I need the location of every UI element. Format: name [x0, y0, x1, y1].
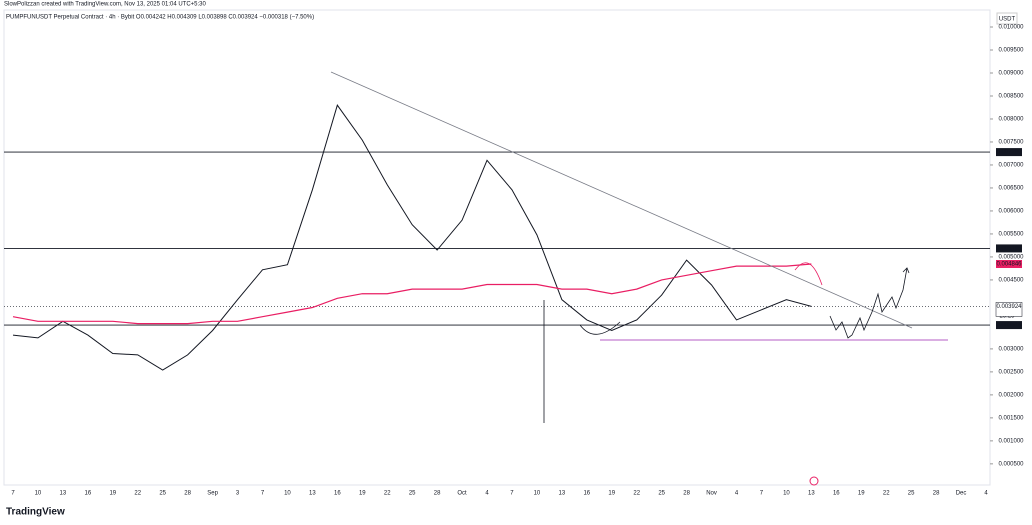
y-tick-label: 0.005000 — [998, 255, 1024, 261]
y-tick-label: 0.006500 — [998, 186, 1024, 192]
x-tick-label: 25 — [658, 491, 665, 497]
x-tick-label: 7 — [11, 491, 15, 497]
x-tick-label: 25 — [908, 491, 915, 497]
x-tick-label: 22 — [883, 491, 890, 497]
x-tick-label: 4 — [984, 491, 988, 497]
y-tick-label: 0.007500 — [998, 140, 1024, 146]
x-tick-label: 19 — [109, 491, 116, 497]
x-tick-label: 10 — [783, 491, 790, 497]
y-tick-label: 0.010000 — [998, 25, 1024, 31]
y-tick-label: 0.004500 — [998, 277, 1024, 283]
level-label: 0.005185 — [996, 246, 1022, 252]
x-tick-label: 19 — [359, 491, 366, 497]
level-tag — [996, 321, 1022, 330]
event-icon — [809, 476, 819, 486]
trendline — [330, 71, 913, 329]
logo: TradingView — [6, 507, 65, 518]
y-tick-label: 0.009000 — [998, 71, 1024, 77]
arc-drawing — [579, 321, 621, 335]
level-tag — [996, 244, 1022, 253]
x-tick-label: Sep — [207, 491, 218, 497]
x-tick-label: 13 — [60, 491, 67, 497]
x-tick-label: 16 — [583, 491, 590, 497]
x-tick-label: 28 — [434, 491, 441, 497]
y-tick-label: 0.008000 — [998, 117, 1024, 123]
y-tick-label: 0.001000 — [998, 438, 1024, 444]
projection-drawing — [829, 267, 908, 339]
x-tick-label: 4 — [735, 491, 739, 497]
level-label: 0.003518 — [996, 323, 1022, 329]
x-tick-label: 22 — [633, 491, 640, 497]
credit: SlowPolizzan created with TradingView.co… — [4, 2, 206, 8]
level-tag — [996, 148, 1022, 157]
plot-frame — [3, 9, 991, 486]
x-tick-label: 28 — [184, 491, 191, 497]
price-label: 0.004846 — [996, 262, 1022, 268]
series-line — [12, 104, 812, 371]
x-tick-label: 10 — [284, 491, 291, 497]
y-tick-label: 0.000500 — [998, 461, 1024, 467]
y-tick-label: 0.007000 — [998, 163, 1024, 169]
x-tick-label: 22 — [384, 491, 391, 497]
y-tick-label: 0.008500 — [998, 94, 1024, 100]
x-tick-label: 16 — [334, 491, 341, 497]
x-tick-label: 13 — [309, 491, 316, 497]
currency-box — [996, 12, 1018, 25]
arc-drawing — [794, 262, 823, 286]
price-tag — [995, 302, 1023, 317]
currency: USDT — [999, 17, 1016, 23]
price-label: 0.003924 — [996, 304, 1022, 310]
y-tick-label: 0.009500 — [998, 48, 1024, 54]
arrow-head — [902, 267, 910, 274]
x-tick-label: 7 — [510, 491, 514, 497]
y-tick-label: 0.003000 — [998, 346, 1024, 352]
x-tick-label: 3 — [236, 491, 240, 497]
x-tick-label: 19 — [858, 491, 865, 497]
x-tick-label: 28 — [933, 491, 940, 497]
x-tick-label: Oct — [457, 491, 467, 497]
x-tick-label: 7 — [261, 491, 265, 497]
y-tick-label: 0.006000 — [998, 209, 1024, 215]
price-tag — [996, 260, 1022, 269]
x-tick-label: 25 — [409, 491, 416, 497]
x-tick-label: 10 — [35, 491, 42, 497]
x-tick-label: 10 — [534, 491, 541, 497]
x-tick-label: 7 — [760, 491, 764, 497]
x-tick-label: 19 — [608, 491, 615, 497]
x-tick-label: 13 — [559, 491, 566, 497]
x-tick-label: 28 — [683, 491, 690, 497]
x-tick-label: Nov — [706, 491, 717, 497]
y-tick-label: 0.002000 — [998, 392, 1024, 398]
x-tick-label: 16 — [833, 491, 840, 497]
x-tick-label: 16 — [85, 491, 92, 497]
x-tick-label: Dec — [956, 491, 967, 497]
y-tick-label: 0.002500 — [998, 369, 1024, 375]
x-tick-label: 4 — [485, 491, 489, 497]
x-tick-label: 22 — [134, 491, 141, 497]
x-tick-label: 25 — [159, 491, 166, 497]
symbol-info: PUMPFUNUSDT Perpetual Contract · 4h · By… — [6, 15, 314, 21]
x-tick-label: 13 — [808, 491, 815, 497]
y-tick-label: 0.001500 — [998, 415, 1024, 421]
series-line — [12, 263, 812, 325]
level-label: 0.007280 — [996, 150, 1022, 156]
y-tick-label: 0.005500 — [998, 232, 1024, 238]
